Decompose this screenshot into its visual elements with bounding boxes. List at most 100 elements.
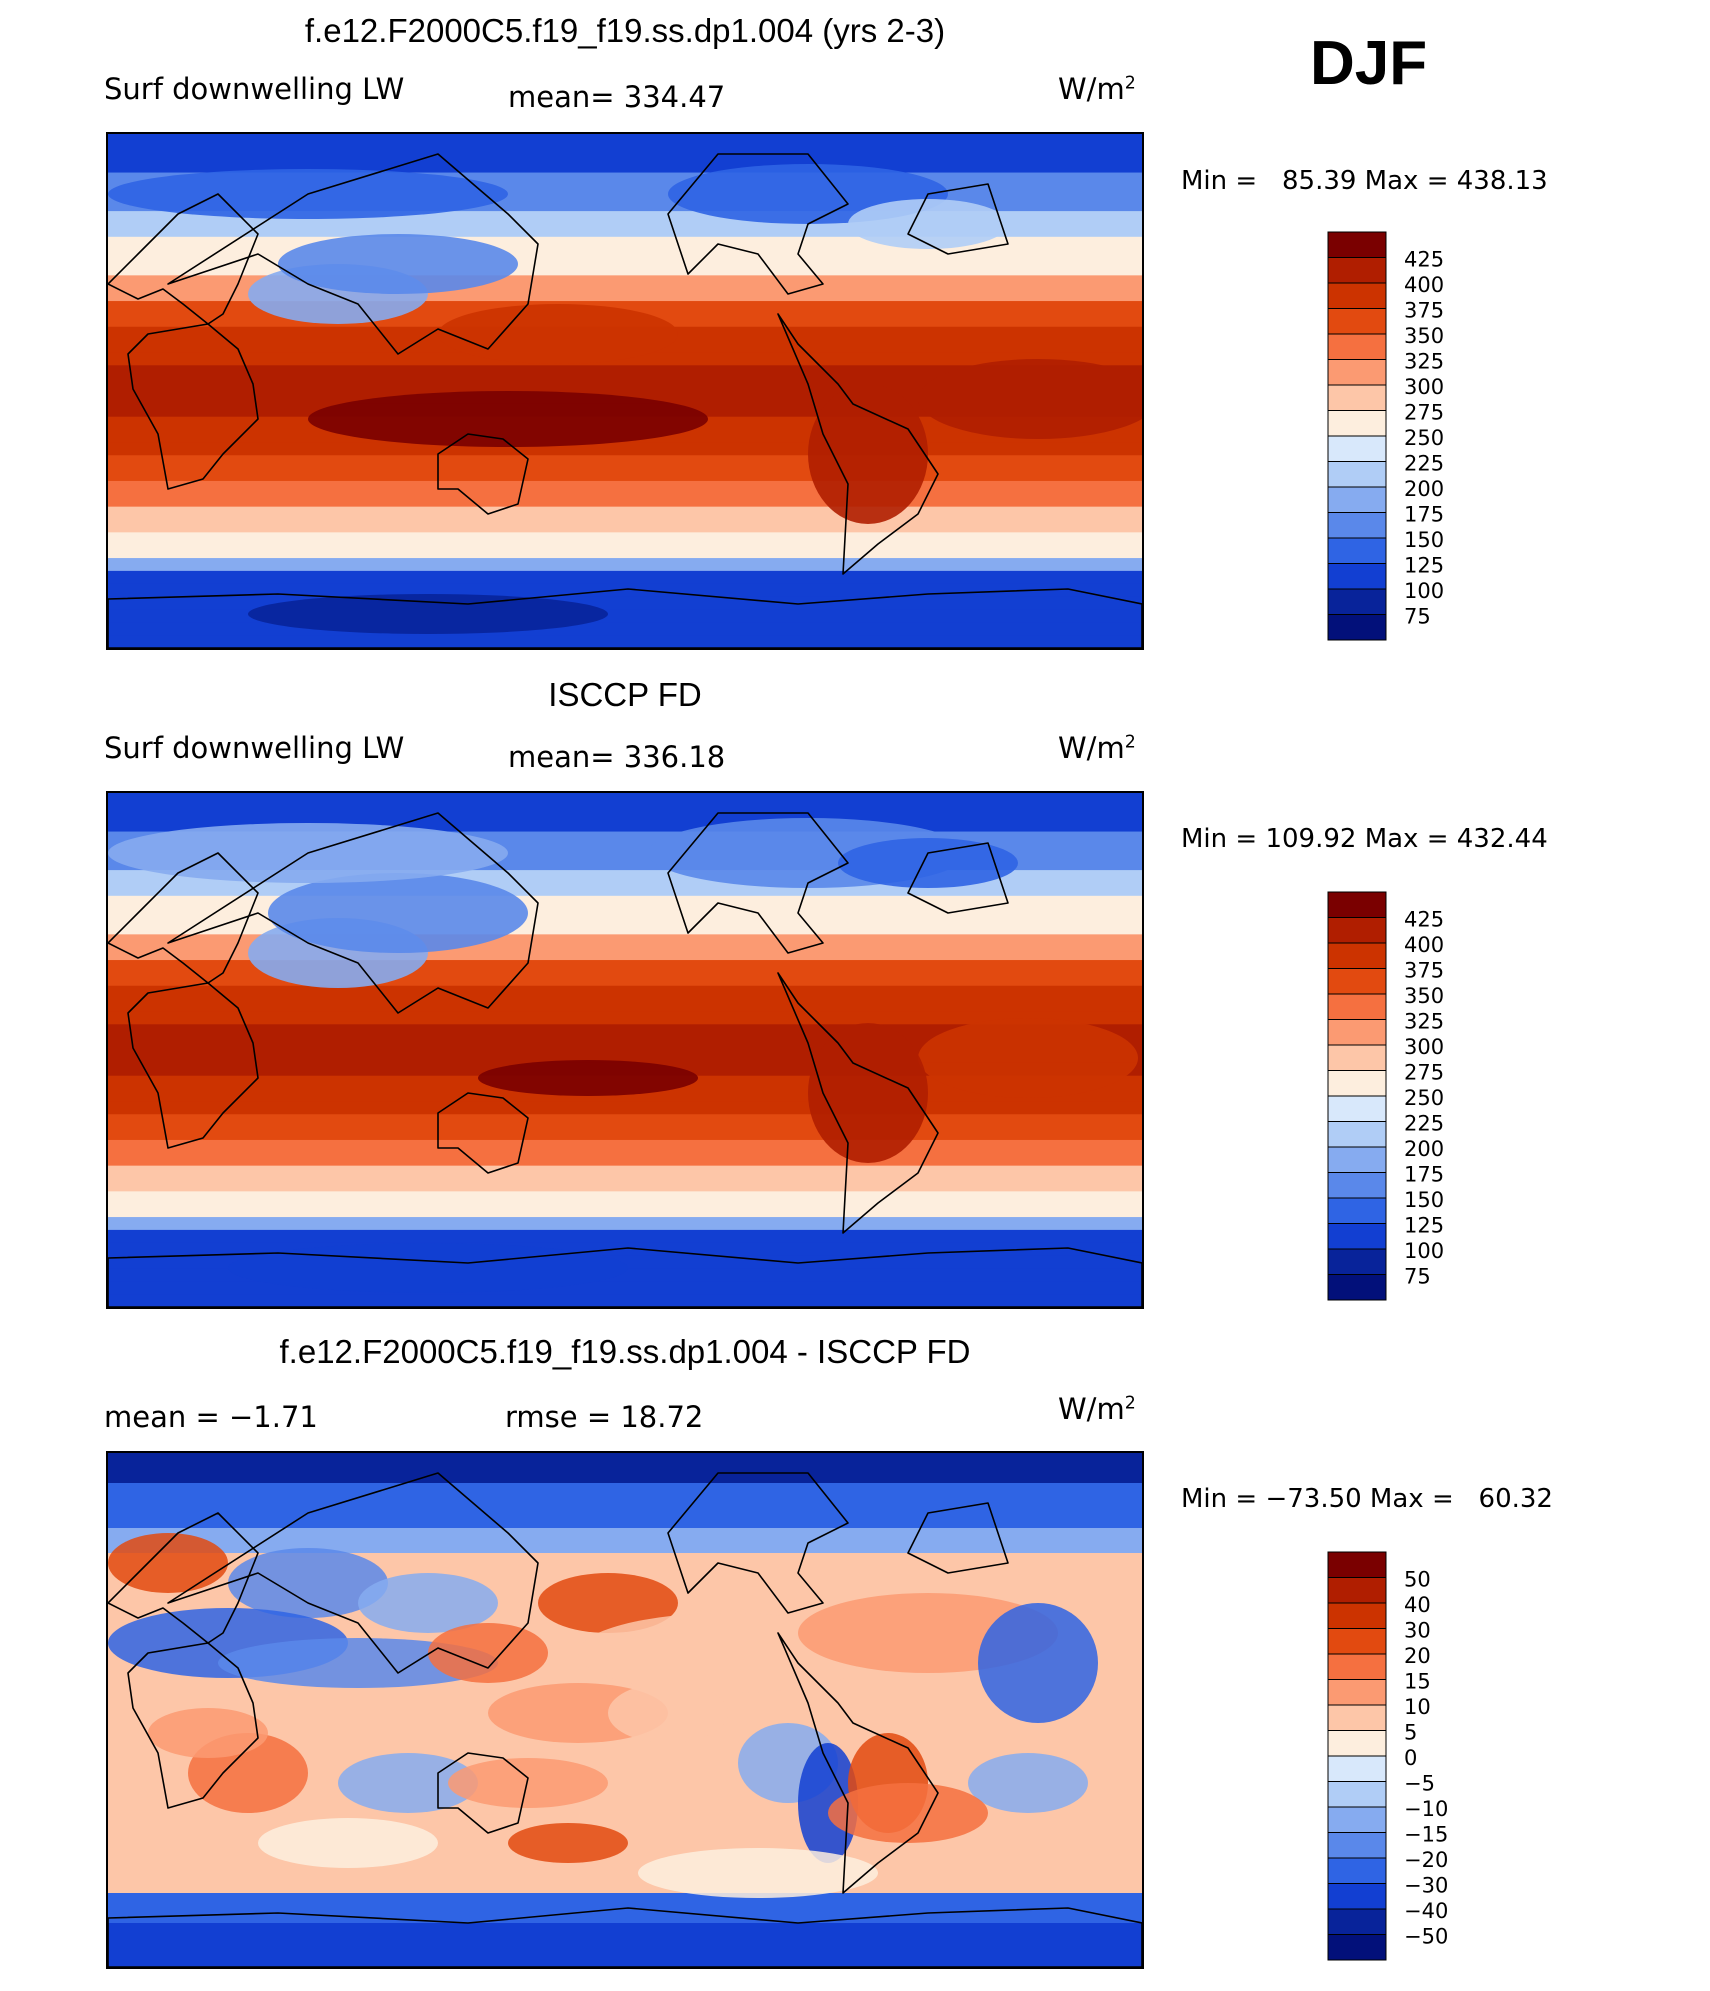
coastline bbox=[777, 972, 939, 1234]
colorbar-swatch bbox=[1327, 1679, 1387, 1706]
field-blob bbox=[428, 1623, 548, 1683]
panel2-map-svg bbox=[108, 793, 1142, 1307]
colorbar-swatch bbox=[1327, 1755, 1387, 1782]
panel2-map bbox=[106, 791, 1144, 1309]
colorbar-swatch bbox=[1327, 1832, 1387, 1859]
season-label: DJF bbox=[1310, 29, 1428, 98]
field-blob bbox=[968, 1753, 1088, 1813]
colorbar-swatch bbox=[1327, 968, 1387, 995]
coastline bbox=[907, 842, 1009, 914]
colorbar-tick-label: 325 bbox=[1404, 1010, 1444, 1034]
colorbar-swatch bbox=[1327, 384, 1387, 411]
colorbar-tick-label: 375 bbox=[1404, 959, 1444, 983]
panel1-units-label: W/m2 bbox=[1058, 72, 1136, 106]
field-blob bbox=[248, 594, 608, 634]
colorbar-swatch bbox=[1327, 1602, 1387, 1629]
colorbar-tick-label: 0 bbox=[1404, 1746, 1417, 1770]
field-band bbox=[108, 365, 1142, 380]
coastline bbox=[907, 183, 1009, 255]
colorbar-swatch bbox=[1327, 1653, 1387, 1680]
coastline bbox=[437, 433, 529, 515]
coastline bbox=[108, 1247, 1142, 1307]
coastline bbox=[127, 323, 259, 490]
colorbar-swatch bbox=[1327, 410, 1387, 437]
field-blob bbox=[538, 1573, 678, 1633]
field-band bbox=[108, 558, 1142, 572]
field-band bbox=[108, 1453, 1142, 1483]
field-band bbox=[108, 468, 1142, 482]
coastline bbox=[667, 153, 849, 295]
colorbar-tick-label: 20 bbox=[1404, 1644, 1431, 1668]
field-band bbox=[108, 882, 1142, 897]
colorbar-tick-label: 225 bbox=[1404, 452, 1444, 476]
field-blob bbox=[978, 1603, 1098, 1723]
field-band bbox=[108, 480, 1142, 495]
coastline bbox=[167, 812, 539, 1014]
colorbar-tick-label: 75 bbox=[1404, 1265, 1431, 1289]
field-band bbox=[108, 146, 1142, 161]
colorbar-tick-label: 225 bbox=[1404, 1112, 1444, 1136]
colorbar-swatch bbox=[1327, 1551, 1387, 1578]
field-band bbox=[108, 1483, 1142, 1528]
colorbar-swatch bbox=[1327, 1121, 1387, 1148]
colorbar-tick-label: −15 bbox=[1404, 1823, 1448, 1847]
colorbar-tick-label: −5 bbox=[1404, 1772, 1435, 1796]
panel3-colorbar: 50 40 30 20 15 10 5 0 −5 −10 −15 −20 −30 −40 −50 bbox=[1327, 1551, 1448, 1964]
colorbar-swatch bbox=[1327, 1857, 1387, 1884]
colorbar-swatch bbox=[1327, 891, 1387, 918]
panel2-units-label: W/m2 bbox=[1058, 731, 1136, 765]
field-band bbox=[108, 506, 1142, 521]
field-band bbox=[108, 1294, 1142, 1307]
colorbar-swatch bbox=[1327, 1223, 1387, 1250]
field-blob bbox=[478, 1060, 698, 1096]
colorbar-swatch bbox=[1327, 614, 1387, 641]
panel3-title: f.e12.F2000C5.f19_f19.ss.dp1.004 - ISCCP… bbox=[279, 1333, 971, 1370]
coastline bbox=[108, 1512, 259, 1644]
colorbar-tick-label: 300 bbox=[1404, 1035, 1444, 1059]
panel3-rmse-label: rmse = 18.72 bbox=[505, 1400, 704, 1434]
field-blob bbox=[808, 1023, 928, 1163]
colorbar-swatch bbox=[1327, 486, 1387, 513]
colorbar-tick-label: 275 bbox=[1404, 401, 1444, 425]
colorbar-tick-label: 400 bbox=[1404, 933, 1444, 957]
colorbar-tick-label: −30 bbox=[1404, 1874, 1448, 1898]
field-band bbox=[108, 793, 1142, 807]
colorbar-tick-label: 375 bbox=[1404, 299, 1444, 323]
panel1-mean-label: mean= 334.47 bbox=[508, 80, 726, 114]
colorbar-swatch bbox=[1327, 1146, 1387, 1173]
panel1-colorbar: 425 400 375 350 325 300 275 250 225 200 175 150 125 1… bbox=[1327, 231, 1448, 644]
colorbar-swatch bbox=[1327, 1197, 1387, 1224]
coastline bbox=[108, 193, 259, 325]
field-blob bbox=[448, 1758, 608, 1808]
colorbar-swatch bbox=[1327, 917, 1387, 944]
colorbar-swatch bbox=[1327, 1248, 1387, 1275]
field-blob bbox=[308, 391, 708, 447]
colorbar-swatch bbox=[1327, 1806, 1387, 1833]
colorbar-swatch bbox=[1327, 1019, 1387, 1046]
field-blob bbox=[228, 1548, 388, 1618]
field-blob bbox=[438, 304, 678, 364]
field-band bbox=[108, 1229, 1142, 1244]
field-blob bbox=[848, 199, 1008, 249]
field-band bbox=[108, 493, 1142, 508]
colorbar-swatch bbox=[1327, 1781, 1387, 1808]
colorbar-tick-label: −10 bbox=[1404, 1797, 1448, 1821]
panel2-mean-label: mean= 336.18 bbox=[508, 740, 726, 774]
field-band bbox=[108, 1165, 1142, 1180]
field-band bbox=[108, 1281, 1142, 1296]
colorbar-tick-label: 325 bbox=[1404, 350, 1444, 374]
colorbar-swatch bbox=[1327, 1704, 1387, 1731]
coastline bbox=[108, 852, 259, 984]
panel1-title: f.e12.F2000C5.f19_f19.ss.dp1.004 (yrs 2-… bbox=[304, 12, 946, 49]
colorbar-swatch bbox=[1327, 308, 1387, 335]
colorbar-tick-label: 250 bbox=[1404, 1086, 1444, 1110]
panel3-minmax: Min = −73.50 Max = 60.32 bbox=[1181, 1484, 1553, 1514]
colorbar-swatch bbox=[1327, 461, 1387, 488]
colorbar-tick-label: 125 bbox=[1404, 1214, 1444, 1238]
field-band bbox=[108, 635, 1142, 648]
colorbar-swatch bbox=[1327, 1628, 1387, 1655]
colorbar-swatch bbox=[1327, 1908, 1387, 1935]
field-band bbox=[108, 583, 1142, 598]
colorbar-swatch bbox=[1327, 1070, 1387, 1097]
